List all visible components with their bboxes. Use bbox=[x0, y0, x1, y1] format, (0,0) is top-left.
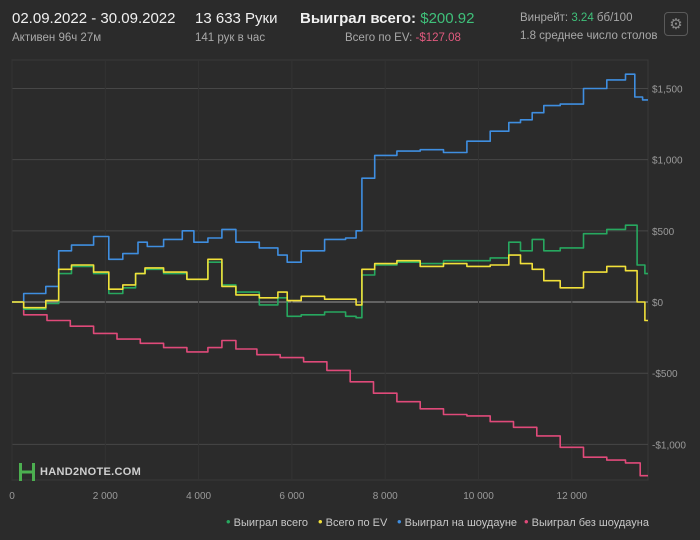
y-tick-label: $1,500 bbox=[652, 84, 683, 95]
chart-series bbox=[12, 73, 648, 477]
y-tick-label: $500 bbox=[652, 227, 675, 238]
legend-label: Выиграл без шоудауна bbox=[531, 517, 649, 529]
x-tick-label: 6 000 bbox=[279, 491, 304, 502]
date-range: 02.09.2022 - 30.09.2022 bbox=[12, 10, 176, 27]
y-axis-ticks: $1,500 $1,000 $500 $0 -$500 -$1,000 bbox=[652, 84, 686, 451]
hands-per-hour: 141 рук в час bbox=[195, 32, 266, 44]
x-tick-label: 4 000 bbox=[186, 491, 211, 502]
legend-item-won-total[interactable]: • Выиграл всего bbox=[226, 514, 308, 529]
series-line-won-total bbox=[12, 224, 648, 319]
legend-item-non-showdown[interactable]: • Выиграл без шоудауна bbox=[524, 514, 649, 529]
results-chart: $1,500 $1,000 $500 $0 -$500 -$1,000 0 2 000 4 0… bbox=[9, 59, 686, 502]
y-tick-label: $0 bbox=[652, 298, 664, 309]
chart-grid bbox=[11, 59, 649, 481]
winrate: Винрейт: 3.24 бб/100 bbox=[520, 12, 632, 24]
legend-dot: • bbox=[397, 514, 402, 529]
hands-count: 13 633 Руки bbox=[195, 10, 278, 27]
legend-dot: • bbox=[226, 514, 231, 529]
winrate-unit: бб/100 bbox=[596, 12, 633, 24]
stats-header: 02.09.2022 - 30.09.2022 Активен 96ч 27м … bbox=[0, 0, 700, 52]
x-tick-label: 2 000 bbox=[93, 491, 118, 502]
x-tick-label: 8 000 bbox=[373, 491, 398, 502]
series-line-ev-total bbox=[12, 254, 648, 322]
legend-label: Выиграл всего bbox=[233, 517, 308, 529]
x-axis-ticks: 0 2 000 4 000 6 000 8 000 10 000 12 000 bbox=[9, 491, 587, 502]
legend-dot: • bbox=[524, 514, 529, 529]
legend-label: Выиграл на шоудауне bbox=[404, 517, 518, 529]
won-total-value: $200.92 bbox=[420, 10, 475, 27]
y-tick-label: -$1,000 bbox=[652, 440, 686, 451]
ev-total-label: Всего по EV: bbox=[345, 32, 413, 44]
legend-dot: • bbox=[318, 514, 323, 529]
won-total-label: Выиграл всего: bbox=[300, 10, 417, 27]
active-time: Активен 96ч 27м bbox=[12, 32, 102, 44]
legend-label: Всего по EV bbox=[325, 517, 388, 529]
series-line-non-showdown bbox=[12, 301, 648, 477]
ev-total-value: -$127.08 bbox=[415, 32, 461, 44]
y-tick-label: $1,000 bbox=[652, 156, 683, 167]
won-total: Выиграл всего: $200.92 bbox=[300, 10, 474, 27]
avg-tables: 1.8 среднее число столов bbox=[520, 30, 658, 42]
x-tick-label: 0 bbox=[9, 491, 15, 502]
legend-item-ev-total[interactable]: • Всего по EV bbox=[318, 514, 387, 529]
plot-frame bbox=[11, 59, 649, 481]
hand2note-logo-icon bbox=[19, 463, 35, 481]
logo-text: HAND2NOTE.COM bbox=[40, 466, 142, 478]
hand2note-logo: HAND2NOTE.COM bbox=[18, 462, 141, 482]
winrate-value: 3.24 bbox=[571, 12, 594, 24]
gear-icon[interactable]: ⚙ bbox=[664, 12, 688, 36]
series-line-showdown bbox=[12, 73, 648, 303]
winrate-label: Винрейт: bbox=[520, 12, 569, 24]
legend-item-showdown[interactable]: • Выиграл на шоудауне bbox=[397, 514, 517, 529]
ev-total: Всего по EV: -$127.08 bbox=[345, 32, 461, 44]
x-tick-label: 10 000 bbox=[463, 491, 494, 502]
y-tick-label: -$500 bbox=[652, 369, 678, 380]
x-tick-label: 12 000 bbox=[557, 491, 588, 502]
